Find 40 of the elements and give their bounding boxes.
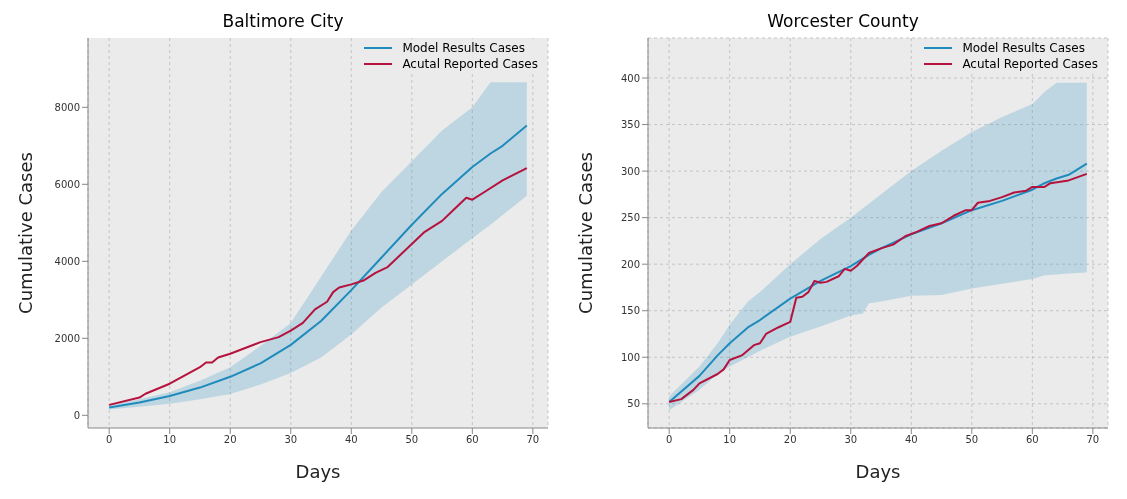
y-tick-label: 300 (620, 165, 640, 177)
y-tick-label: 6000 (54, 178, 80, 190)
chart-title: Worcester County (766, 10, 920, 33)
x-tick-label: 0 (106, 434, 113, 446)
y-tick-label: 2000 (54, 332, 80, 344)
x-axis-title: Days (295, 461, 341, 482)
x-tick-label: 60 (1025, 434, 1039, 446)
y-tick-label: 0 (73, 409, 80, 421)
x-tick-label: 60 (465, 434, 479, 446)
y-tick-label: 100 (620, 351, 640, 363)
x-tick-label: 0 (666, 434, 673, 446)
y-tick-label: 350 (620, 119, 640, 131)
x-tick-label: 50 (965, 434, 979, 446)
y-tick-label: 150 (620, 305, 640, 317)
x-tick-label: 70 (526, 434, 540, 446)
legend-label: Model Results Cases (962, 41, 1085, 55)
x-tick-label: 20 (783, 434, 797, 446)
line-series (108, 167, 528, 406)
x-tick-label: 30 (844, 434, 858, 446)
legend-label: Model Results Cases (402, 41, 525, 55)
x-tick-label: 70 (1086, 434, 1100, 446)
legend-label: Acutal Reported Cases (962, 57, 1098, 71)
x-tick-label: 50 (405, 434, 419, 446)
y-tick-label: 250 (620, 212, 640, 224)
y-axis-title: Cumulative Cases (575, 152, 597, 314)
x-tick-label: 40 (904, 434, 918, 446)
y-axis-title: Cumulative Cases (15, 152, 37, 314)
y-tick-label: 200 (620, 258, 640, 270)
chart-title: Baltimore City (221, 10, 345, 33)
legend-label: Acutal Reported Cases (402, 57, 538, 71)
x-tick-label: 10 (163, 434, 177, 446)
y-tick-label: 400 (620, 72, 640, 84)
x-tick-label: 10 (723, 434, 737, 446)
x-axis-title: Days (855, 461, 901, 482)
y-tick-label: 4000 (54, 255, 80, 267)
y-tick-label: 8000 (54, 101, 80, 113)
x-tick-label: 20 (223, 434, 237, 446)
y-tick-label: 50 (627, 398, 640, 410)
x-tick-label: 40 (344, 434, 358, 446)
x-tick-label: 30 (284, 434, 298, 446)
